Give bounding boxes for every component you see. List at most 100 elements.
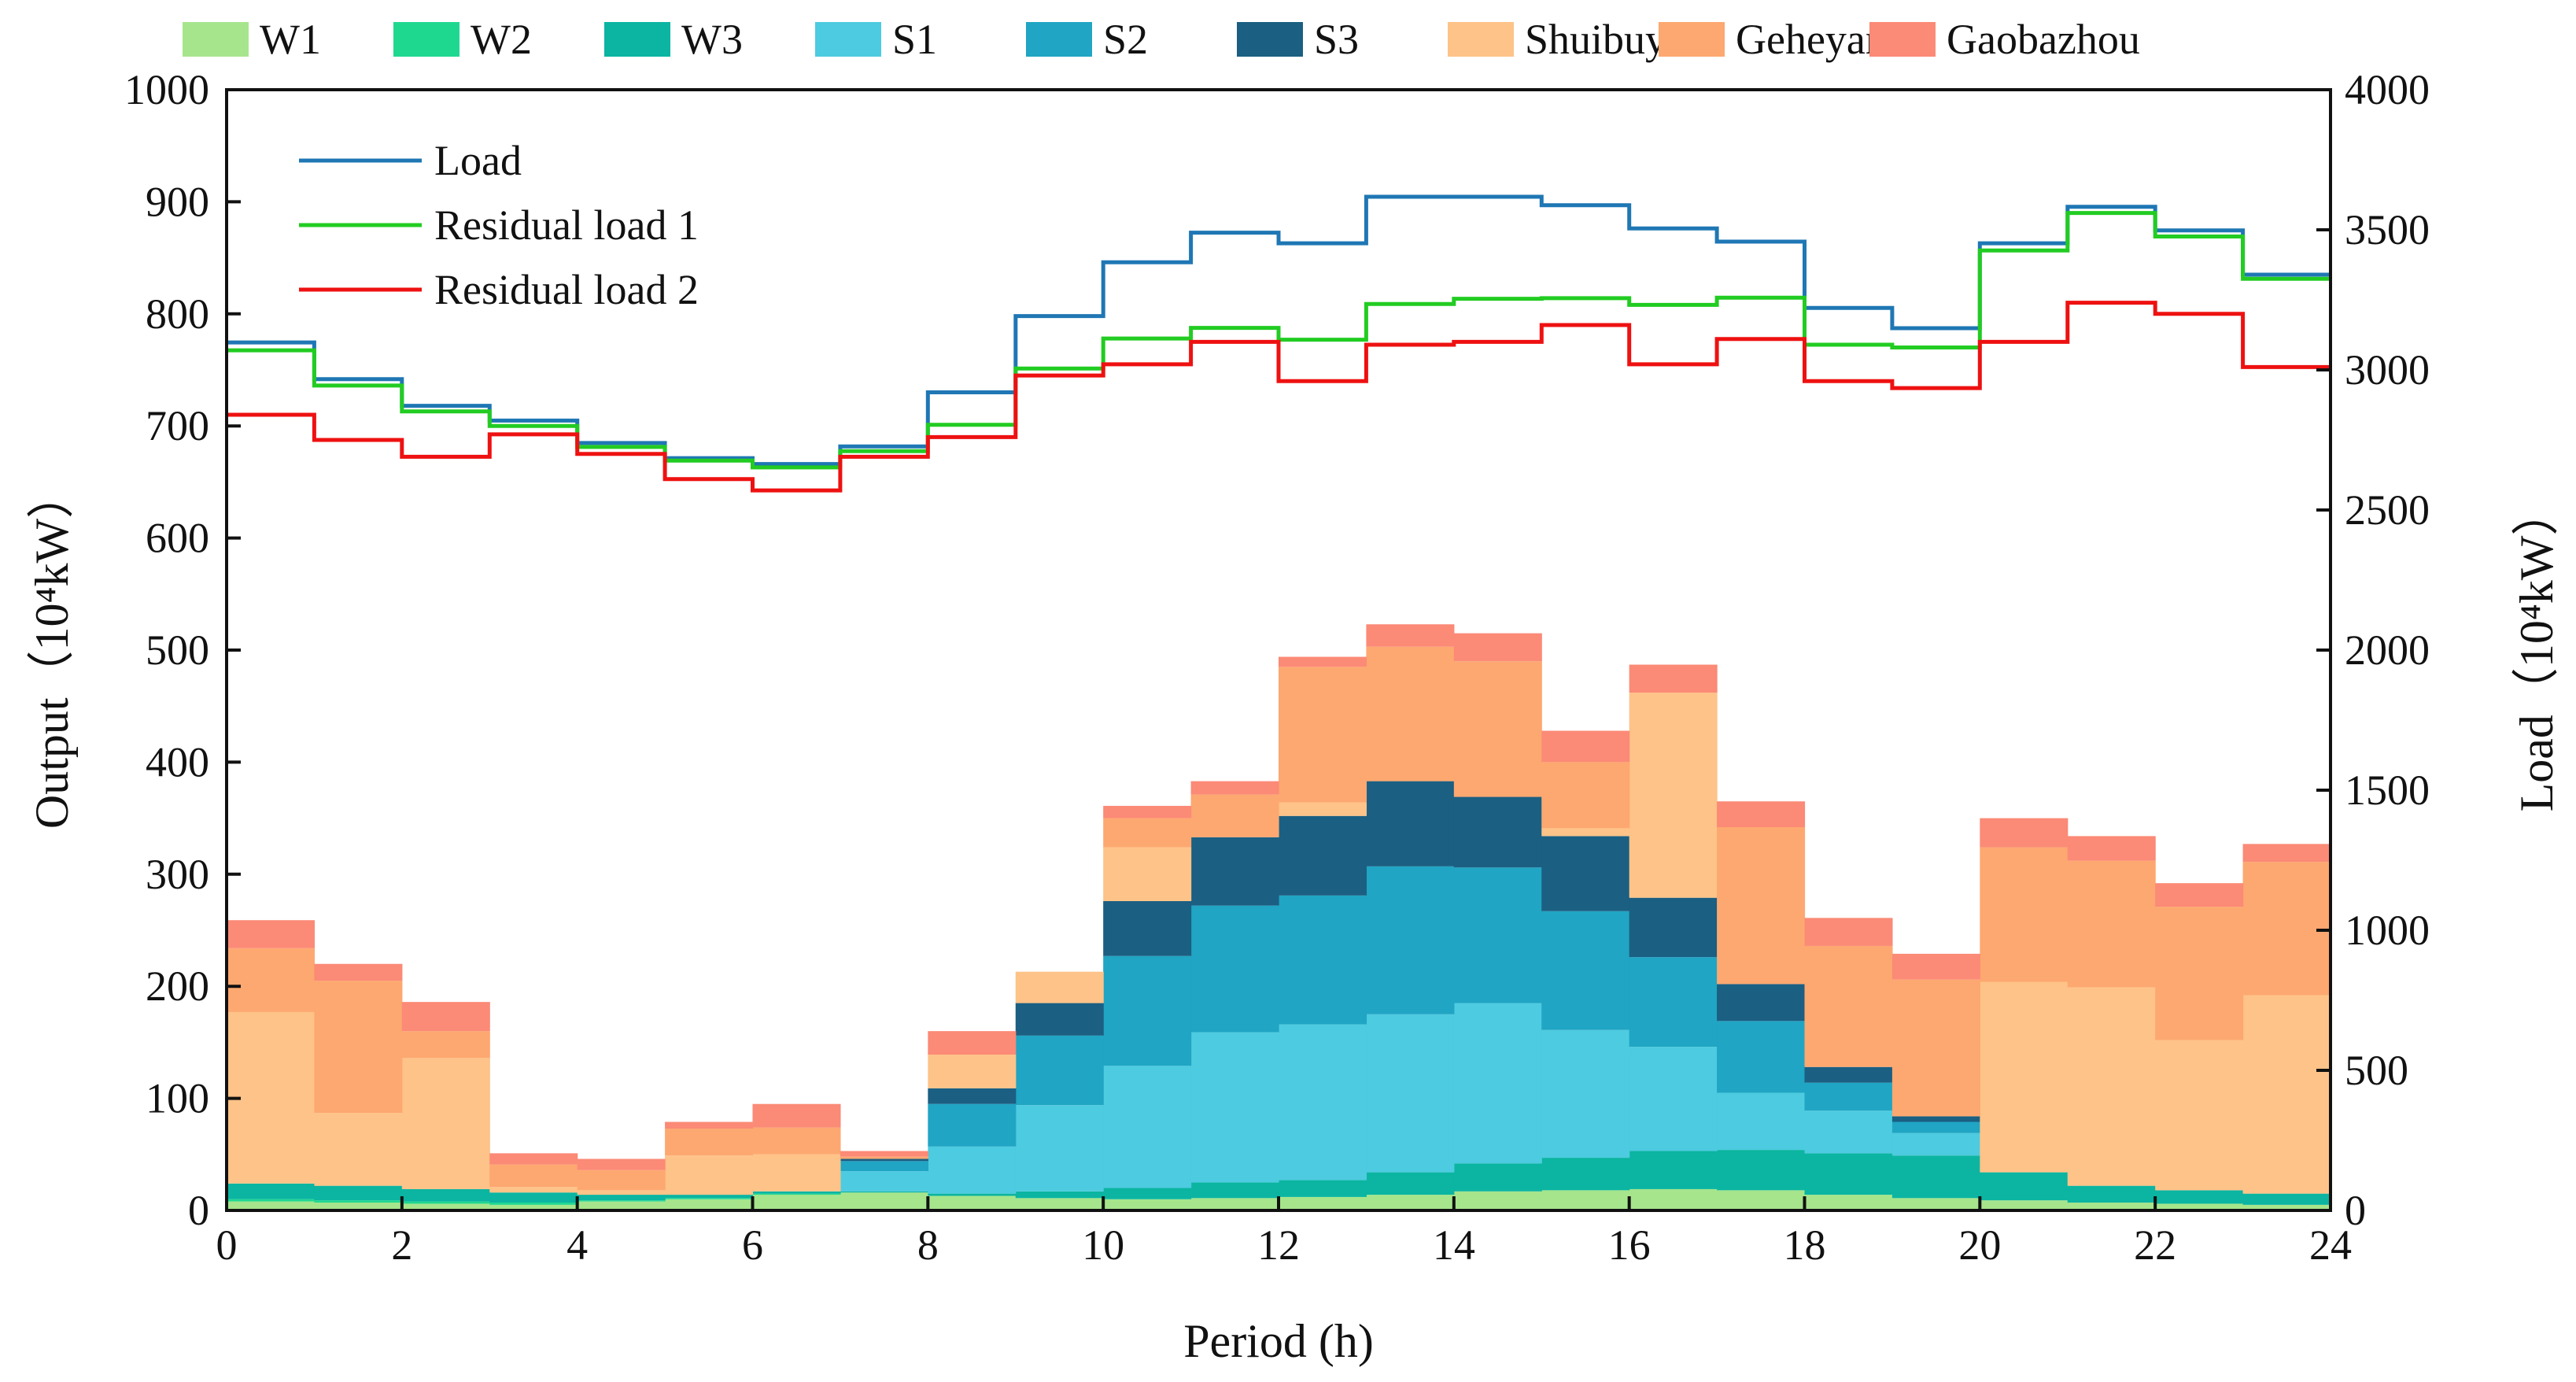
bar-w3-1: [314, 1185, 403, 1201]
bar-s2-12: [1279, 895, 1367, 1025]
bar-s3-11: [1190, 837, 1279, 906]
y-left-tick-label-8: 800: [146, 290, 209, 338]
bar-geheyan-11: [1190, 794, 1279, 837]
bar-w3-15: [1541, 1158, 1630, 1191]
axis-ticks: 0 2 4 6 8 10 12 14 16 18 20 22 240100200300400500600…: [124, 66, 2430, 1269]
x-tick-label-12: 24: [2309, 1221, 2352, 1269]
bar-gaobazhou-2: [401, 1002, 490, 1032]
bar-shuibuya-10: [1103, 847, 1192, 901]
legend-label-w3: W3: [681, 16, 743, 63]
bar-geheyan-12: [1279, 667, 1367, 803]
bar-w1-20: [1980, 1200, 2069, 1210]
bar-gaobazhou-11: [1190, 781, 1279, 795]
bar-s3-13: [1366, 781, 1455, 867]
bar-w3-20: [1980, 1172, 2069, 1201]
bar-geheyan-21: [2067, 860, 2156, 988]
load-lines: [227, 194, 2331, 493]
y-right-tick-label-2: 1000: [2345, 907, 2430, 954]
bar-shuibuya-3: [489, 1187, 578, 1193]
bar-w1-17: [1717, 1190, 1806, 1210]
bar-shuibuya-1: [314, 1113, 403, 1186]
x-tick-label-0: 0: [216, 1221, 238, 1269]
bar-gaobazhou-22: [2155, 883, 2244, 907]
y-left-tick-label-10: 1000: [124, 66, 209, 113]
bar-s2-19: [1891, 1121, 1980, 1133]
y-right-tick-label-3: 1500: [2345, 767, 2430, 814]
bar-geheyan-4: [577, 1170, 666, 1191]
bar-geheyan-15: [1541, 762, 1630, 829]
bar-w3-17: [1717, 1150, 1806, 1191]
y-right-tick-label-8: 4000: [2345, 66, 2430, 113]
legend-swatch-s3: [1237, 22, 1303, 57]
x-tick-label-3: 6: [742, 1221, 763, 1269]
bar-s2-9: [1015, 1035, 1104, 1106]
bar-w1-12: [1279, 1196, 1367, 1210]
bar-w1-4: [577, 1201, 666, 1210]
bar-geheyan-7: [840, 1156, 928, 1159]
bar-s3-19: [1891, 1116, 1980, 1122]
bar-geheyan-19: [1891, 979, 1980, 1117]
line-residual-load-2: [227, 301, 2331, 493]
bar-w3-2: [401, 1188, 490, 1202]
series-legend: W1 W2 W3 S1 S2 S3 Shuibuya Geheyan Gaobazhou: [183, 16, 2140, 63]
y-left-tick-label-1: 100: [146, 1075, 209, 1122]
legend-label-geheyan: Geheyan: [1736, 16, 1887, 63]
line-legend-label-residual-load-1: Residual load 1: [434, 201, 699, 249]
y-right-tick-label-1: 500: [2345, 1047, 2408, 1094]
legend-swatch-w3: [604, 22, 670, 57]
bar-shuibuya-6: [752, 1154, 841, 1192]
bar-s1-14: [1453, 1003, 1542, 1164]
bar-shuibuya-15: [1541, 828, 1630, 837]
bar-w1-22: [2155, 1203, 2244, 1210]
bar-w1-2: [401, 1203, 490, 1210]
x-tick-label-2: 4: [566, 1221, 588, 1269]
bar-shuibuya-5: [665, 1155, 754, 1195]
legend-swatch-s2: [1026, 22, 1092, 57]
line-legend-label-load: Load: [434, 137, 522, 184]
bar-gaobazhou-6: [752, 1103, 841, 1128]
line-legend: Load Residual load 1 Residual load 2: [299, 137, 699, 313]
bar-w1-9: [1015, 1198, 1104, 1210]
bar-s2-17: [1717, 1021, 1806, 1093]
bar-geheyan-13: [1366, 646, 1455, 782]
bar-s2-8: [928, 1103, 1017, 1147]
stacked-bars: [227, 624, 2331, 1210]
x-tick-label-4: 8: [917, 1221, 939, 1269]
bar-w1-16: [1629, 1188, 1718, 1210]
bar-gaobazhou-16: [1629, 664, 1718, 693]
bar-s1-19: [1891, 1133, 1980, 1156]
x-tick-label-1: 2: [391, 1221, 412, 1269]
bar-s3-17: [1717, 984, 1806, 1022]
x-tick-label-6: 12: [1257, 1221, 1300, 1269]
legend-swatch-geheyan: [1659, 22, 1725, 57]
bar-geheyan-3: [489, 1164, 578, 1188]
bar-w3-4: [577, 1195, 666, 1201]
bar-shuibuya-2: [401, 1058, 490, 1189]
bar-geheyan-18: [1804, 945, 1893, 1067]
bar-w3-10: [1103, 1188, 1192, 1199]
x-tick-label-9: 18: [1784, 1221, 1826, 1269]
bar-gaobazhou-7: [840, 1151, 928, 1157]
legend-label-s3: S3: [1314, 16, 1359, 63]
bar-shuibuya-21: [2067, 987, 2156, 1186]
bar-shuibuya-0: [227, 1011, 316, 1184]
bar-gaobazhou-18: [1804, 918, 1893, 946]
bar-s3-8: [928, 1088, 1017, 1104]
bar-w2-5: [665, 1198, 754, 1199]
bar-s1-13: [1366, 1014, 1455, 1173]
legend-swatch-s1: [815, 22, 881, 57]
bar-geheyan-5: [665, 1129, 754, 1156]
bar-shuibuya-12: [1279, 802, 1367, 816]
y-left-tick-label-6: 600: [146, 515, 209, 562]
bar-gaobazhou-10: [1103, 805, 1192, 818]
bar-w1-6: [752, 1195, 841, 1210]
legend-label-gaobazhou: Gaobazhou: [1947, 16, 2140, 63]
bar-w3-5: [665, 1195, 754, 1199]
bar-w3-9: [1015, 1191, 1104, 1199]
bar-gaobazhou-14: [1453, 633, 1542, 662]
bar-gaobazhou-8: [928, 1031, 1017, 1055]
bar-gaobazhou-4: [577, 1158, 666, 1170]
bar-s1-18: [1804, 1110, 1893, 1154]
bar-s1-8: [928, 1146, 1017, 1194]
